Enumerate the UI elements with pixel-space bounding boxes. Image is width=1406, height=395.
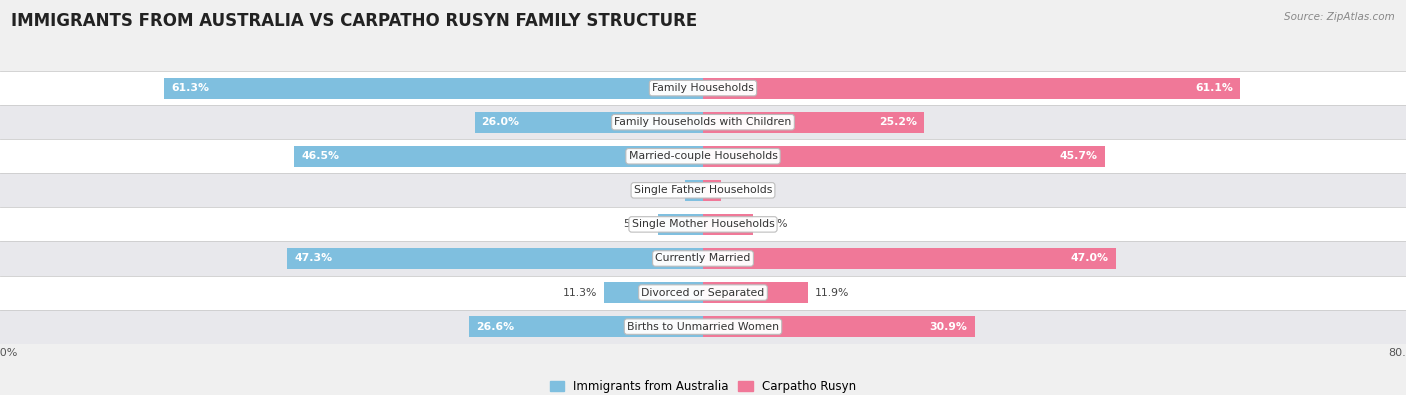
Text: 47.0%: 47.0% [1071, 254, 1109, 263]
Text: 25.2%: 25.2% [879, 117, 917, 127]
Bar [0, 276, 1406, 310]
Bar [703, 112, 925, 133]
Bar [470, 316, 703, 337]
Text: 47.3%: 47.3% [294, 254, 332, 263]
Bar [703, 248, 1116, 269]
Bar [0, 173, 1406, 207]
Text: 61.3%: 61.3% [172, 83, 209, 93]
Bar [0, 310, 1406, 344]
Bar [165, 77, 703, 99]
Text: Single Father Households: Single Father Households [634, 185, 772, 196]
Text: 11.3%: 11.3% [562, 288, 596, 297]
Text: 46.5%: 46.5% [301, 151, 339, 161]
Bar [703, 146, 1105, 167]
Bar [703, 77, 1240, 99]
Text: Births to Unmarried Women: Births to Unmarried Women [627, 322, 779, 332]
Text: 45.7%: 45.7% [1060, 151, 1098, 161]
Text: Source: ZipAtlas.com: Source: ZipAtlas.com [1284, 12, 1395, 22]
Bar [703, 316, 974, 337]
Bar [0, 105, 1406, 139]
Text: 11.9%: 11.9% [814, 288, 849, 297]
Text: Family Households: Family Households [652, 83, 754, 93]
Bar [475, 112, 703, 133]
Text: IMMIGRANTS FROM AUSTRALIA VS CARPATHO RUSYN FAMILY STRUCTURE: IMMIGRANTS FROM AUSTRALIA VS CARPATHO RU… [11, 12, 697, 30]
Text: Divorced or Separated: Divorced or Separated [641, 288, 765, 297]
Text: 5.7%: 5.7% [761, 219, 787, 229]
Bar [703, 282, 807, 303]
Bar [0, 207, 1406, 241]
Bar [0, 241, 1406, 276]
Bar [294, 146, 703, 167]
Text: 26.6%: 26.6% [477, 322, 515, 332]
Bar [603, 282, 703, 303]
Text: 5.1%: 5.1% [624, 219, 651, 229]
Bar [0, 139, 1406, 173]
Text: 30.9%: 30.9% [929, 322, 967, 332]
Text: Single Mother Households: Single Mother Households [631, 219, 775, 229]
Legend: Immigrants from Australia, Carpatho Rusyn: Immigrants from Australia, Carpatho Rusy… [546, 375, 860, 395]
Bar [686, 180, 703, 201]
Bar [287, 248, 703, 269]
Text: 2.1%: 2.1% [728, 185, 756, 196]
Text: Currently Married: Currently Married [655, 254, 751, 263]
Bar [703, 180, 721, 201]
Text: Family Households with Children: Family Households with Children [614, 117, 792, 127]
Bar [658, 214, 703, 235]
Text: 61.1%: 61.1% [1195, 83, 1233, 93]
Bar [703, 214, 754, 235]
Text: 2.0%: 2.0% [651, 185, 678, 196]
Bar [0, 71, 1406, 105]
Text: Married-couple Households: Married-couple Households [628, 151, 778, 161]
Text: 26.0%: 26.0% [481, 117, 520, 127]
